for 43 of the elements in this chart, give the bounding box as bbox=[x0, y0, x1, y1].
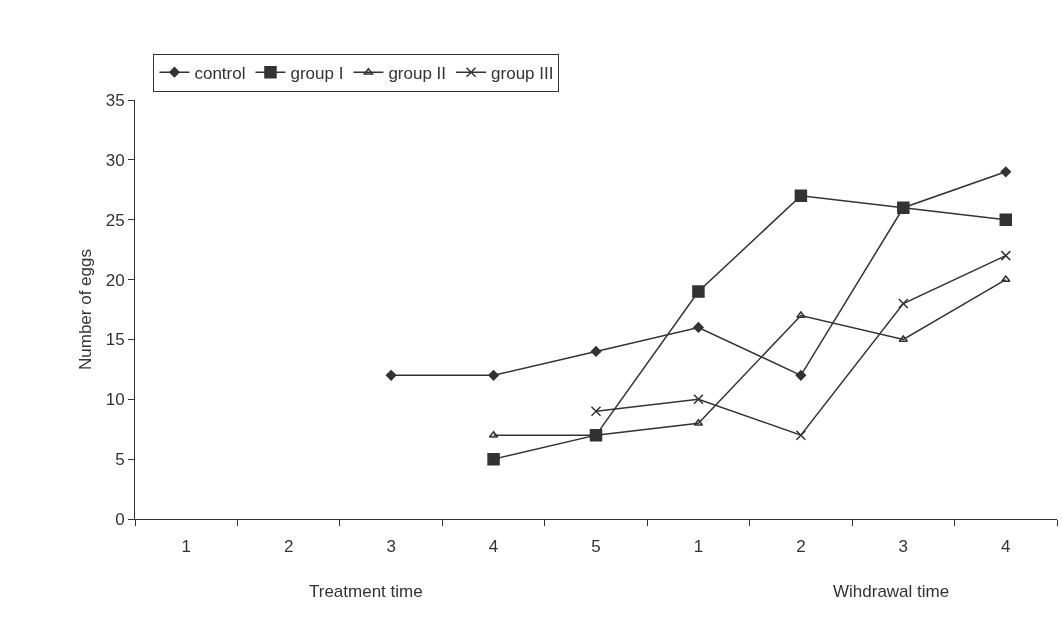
point bbox=[692, 285, 705, 298]
x-tick-label: 3 bbox=[386, 537, 396, 557]
x-tick-label: 3 bbox=[898, 537, 909, 557]
point bbox=[487, 452, 500, 466]
y-tick-label: 30 bbox=[105, 150, 125, 170]
x-tick-label: 2 bbox=[283, 537, 294, 557]
point bbox=[590, 406, 602, 417]
point bbox=[488, 370, 499, 381]
point bbox=[590, 346, 602, 357]
point bbox=[693, 394, 704, 405]
text: Wihdrawal time bbox=[833, 582, 950, 601]
y-tick-label: 0 bbox=[115, 509, 125, 529]
point bbox=[898, 298, 909, 309]
x-tick-label: 1 bbox=[181, 537, 191, 557]
point bbox=[795, 370, 807, 381]
x-tick-label: 4 bbox=[1001, 537, 1011, 557]
point bbox=[999, 213, 1013, 226]
point bbox=[1000, 250, 1012, 261]
text: Treatment time bbox=[309, 582, 423, 601]
y-tick-label: 35 bbox=[105, 90, 125, 110]
point bbox=[693, 418, 704, 426]
legend-label: control bbox=[194, 63, 246, 83]
point bbox=[488, 430, 499, 438]
x-tick-label: 2 bbox=[796, 537, 806, 557]
x-tick-label: 1 bbox=[693, 537, 704, 557]
point bbox=[1000, 275, 1011, 283]
y-tick-label: 10 bbox=[105, 390, 125, 410]
legend-label: group III bbox=[491, 63, 554, 83]
y-tick-label: 15 bbox=[105, 330, 125, 350]
point bbox=[796, 311, 806, 318]
legend-label: group II bbox=[388, 63, 447, 83]
x-tick-label: 5 bbox=[591, 537, 601, 557]
y-axis-title: Number of eggs bbox=[76, 249, 95, 370]
legend-label: group I bbox=[290, 63, 344, 83]
point bbox=[794, 189, 808, 203]
y-tick-label: 25 bbox=[105, 210, 125, 230]
x-tick-label: 4 bbox=[488, 537, 499, 557]
point bbox=[795, 429, 807, 441]
y-tick-label: 20 bbox=[105, 270, 125, 290]
point bbox=[693, 322, 704, 333]
point bbox=[1000, 166, 1012, 178]
point bbox=[385, 370, 397, 381]
y-tick-label: 5 bbox=[115, 450, 125, 470]
